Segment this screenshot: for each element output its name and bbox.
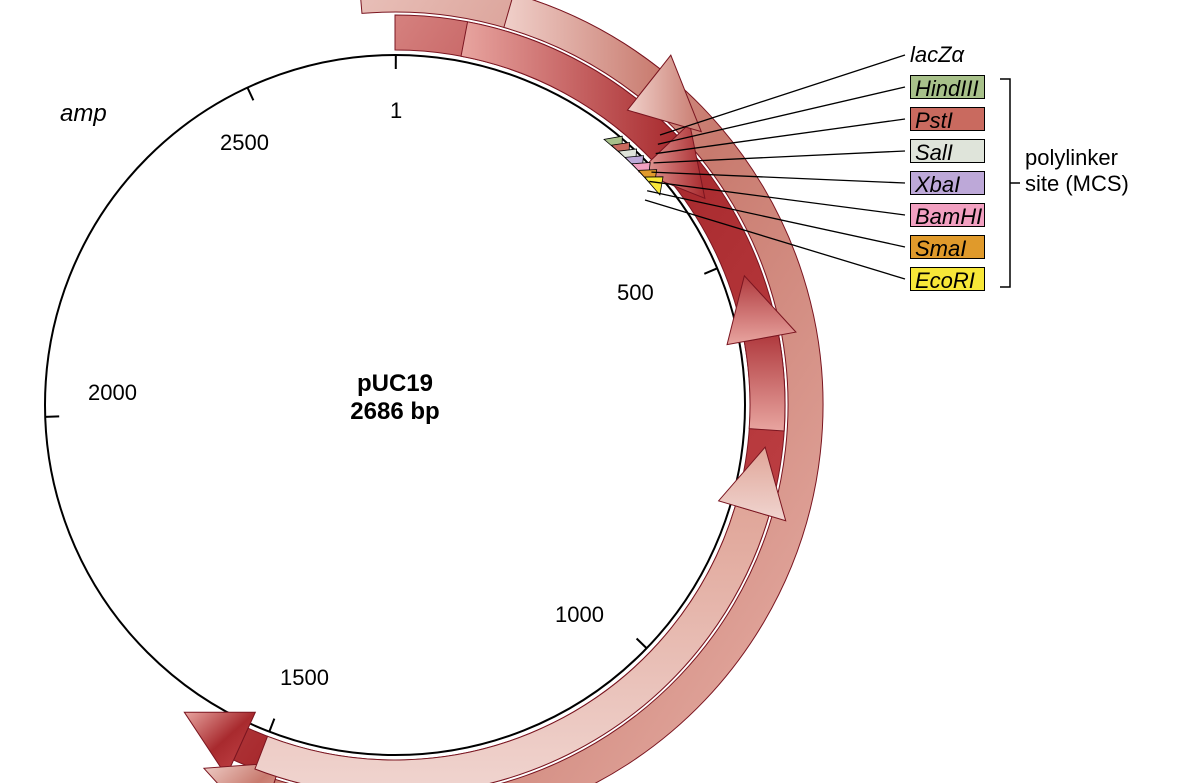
legend-item: SmaI — [910, 232, 991, 262]
legend-label: SalI — [915, 140, 953, 165]
tick — [247, 88, 253, 101]
polylinker-text-line1: polylinker — [1025, 145, 1118, 170]
tick-label: 500 — [617, 280, 654, 306]
plasmid-svg — [0, 0, 1178, 783]
tick — [704, 268, 717, 273]
legend-swatch: HindIII — [910, 75, 985, 99]
tick-label: 1500 — [280, 665, 329, 691]
legend-item: XbaI — [910, 168, 991, 198]
tick — [637, 639, 647, 649]
legend-item: PstI — [910, 104, 991, 134]
plasmid-name: pUC19 2686 bp — [295, 370, 495, 426]
tick-label: 2000 — [88, 380, 137, 406]
tick-label: 2500 — [220, 130, 269, 156]
legend-label: BamHI — [915, 204, 982, 229]
polylinker-label: polylinker site (MCS) — [1025, 145, 1129, 198]
amp-label: amp — [60, 100, 107, 128]
tick-label: 1 — [390, 98, 402, 124]
plasmid-diagram: pUC19 2686 bp amp 15001000150020002500 l… — [0, 0, 1178, 783]
legend-swatch: SalI — [910, 139, 985, 163]
legend-swatch: EcoRI — [910, 267, 985, 291]
plasmid-name-text: pUC19 — [357, 370, 433, 397]
legend-label: EcoRI — [915, 268, 975, 293]
legend-swatch: XbaI — [910, 171, 985, 195]
legend-label: XbaI — [915, 172, 960, 197]
legend-swatch: PstI — [910, 107, 985, 131]
legend-bracket — [1000, 79, 1010, 287]
legend-item: BamHI — [910, 200, 991, 230]
legend: lacZα HindIII PstI SalI XbaI BamHI SmaI EcoRI — [910, 40, 991, 296]
legend-label: SmaI — [915, 236, 966, 261]
legend-label: PstI — [915, 108, 953, 133]
tick — [269, 719, 274, 732]
legend-label: HindIII — [915, 76, 979, 101]
legend-item: lacZα — [910, 40, 991, 70]
tick-label: 1000 — [555, 602, 604, 628]
legend-item: HindIII — [910, 72, 991, 102]
legend-item: EcoRI — [910, 264, 991, 294]
polylinker-text-line2: site (MCS) — [1025, 171, 1129, 196]
legend-item: SalI — [910, 136, 991, 166]
rev2-arc — [255, 506, 769, 783]
legend-swatch: BamHI — [910, 203, 985, 227]
rev1-arc — [744, 335, 785, 431]
legend-swatch: SmaI — [910, 235, 985, 259]
plasmid-size-text: 2686 bp — [350, 398, 439, 425]
legend-label: lacZα — [910, 42, 964, 68]
